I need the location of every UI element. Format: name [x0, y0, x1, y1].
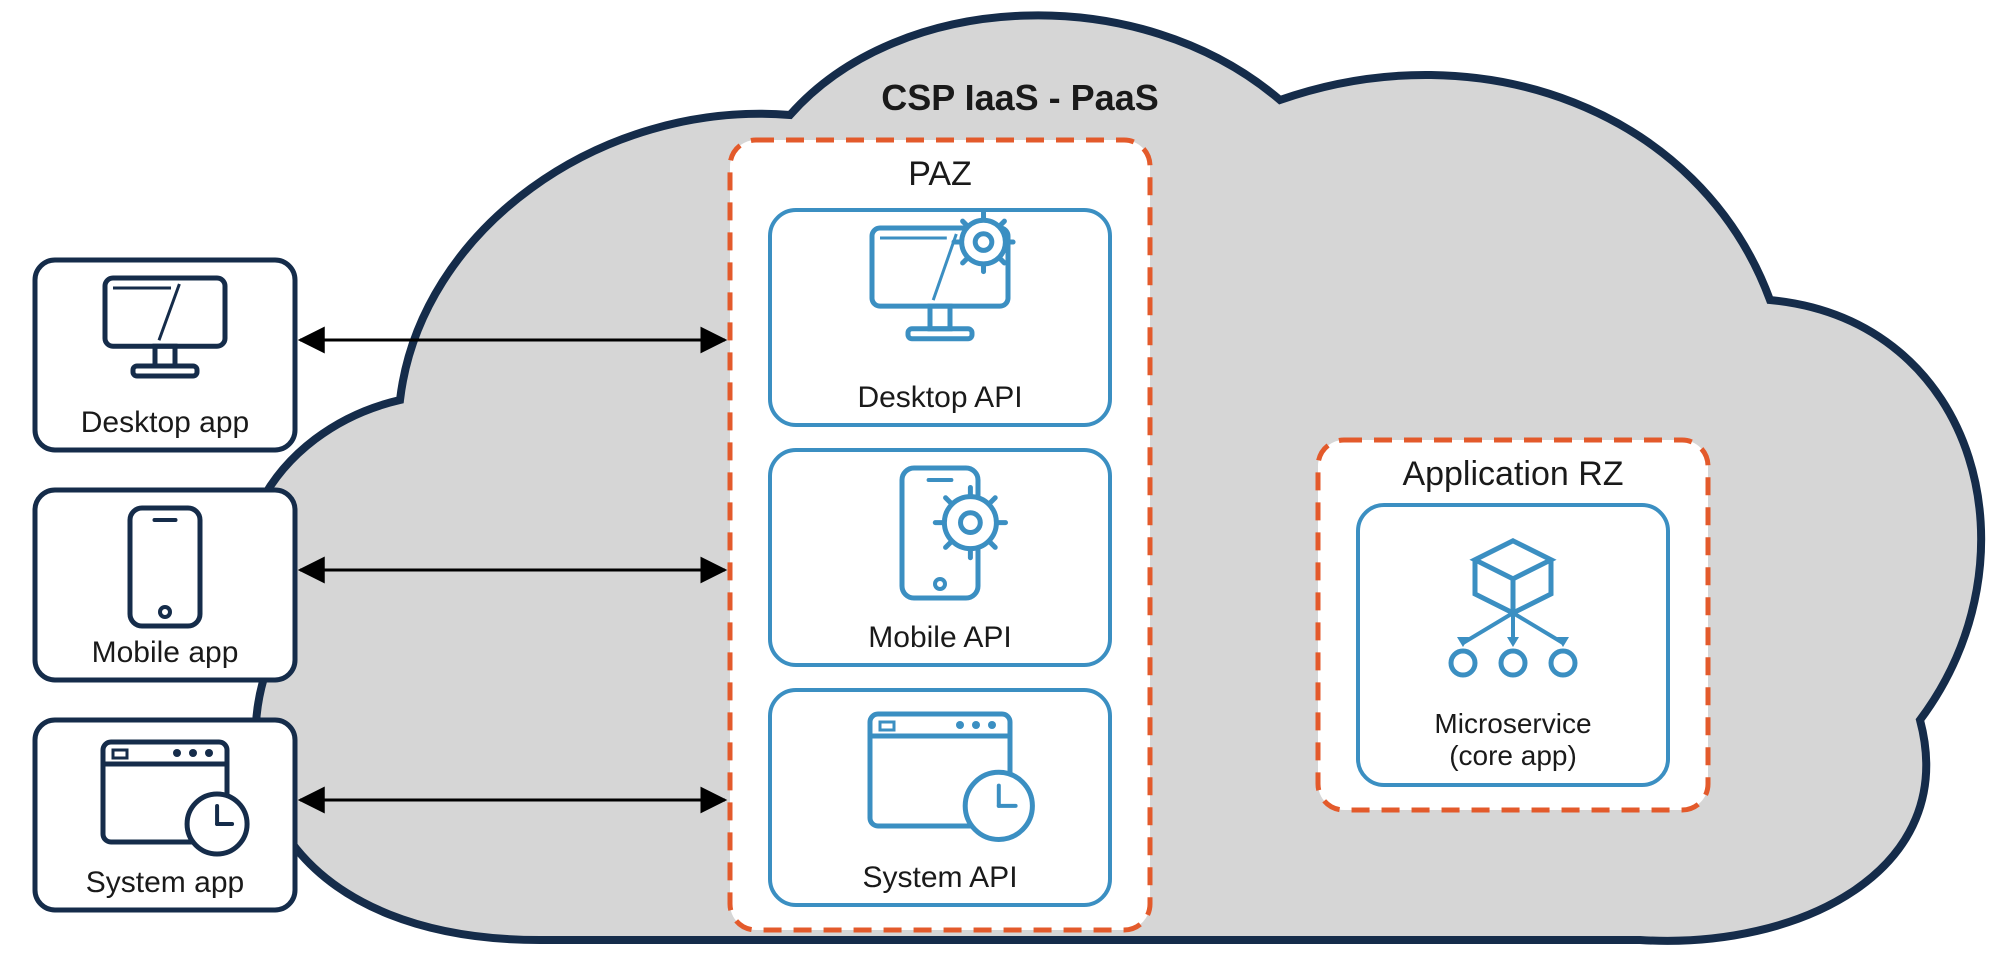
- architecture-diagram: CSP IaaS - PaaS PAZ Desktop API Mobile API…: [0, 0, 2011, 972]
- microservice-label-1: Microservice: [1434, 708, 1591, 739]
- client-desktop: Desktop app: [35, 260, 295, 450]
- paz-title: PAZ: [908, 155, 972, 193]
- api-label: Mobile API: [868, 621, 1011, 654]
- api-mobile-gear: Mobile API: [770, 450, 1110, 665]
- client-label: Mobile app: [92, 636, 239, 669]
- client-window: System app: [35, 720, 295, 910]
- rz-zone: Application RZ Microservice(core app): [1318, 440, 1708, 810]
- rz-title: Application RZ: [1402, 455, 1623, 493]
- client-mobile: Mobile app: [35, 490, 295, 680]
- client-label: Desktop app: [81, 406, 249, 439]
- api-label: Desktop API: [857, 381, 1022, 414]
- client-label: System app: [86, 866, 244, 899]
- paz-zone: PAZ Desktop API Mobile API System API: [730, 140, 1150, 930]
- api-window-clock: System API: [770, 690, 1110, 905]
- api-desktop-gear: Desktop API: [770, 210, 1110, 425]
- api-label: System API: [862, 861, 1017, 894]
- microservice-label-2: (core app): [1449, 740, 1577, 771]
- cloud-title: CSP IaaS - PaaS: [881, 77, 1159, 118]
